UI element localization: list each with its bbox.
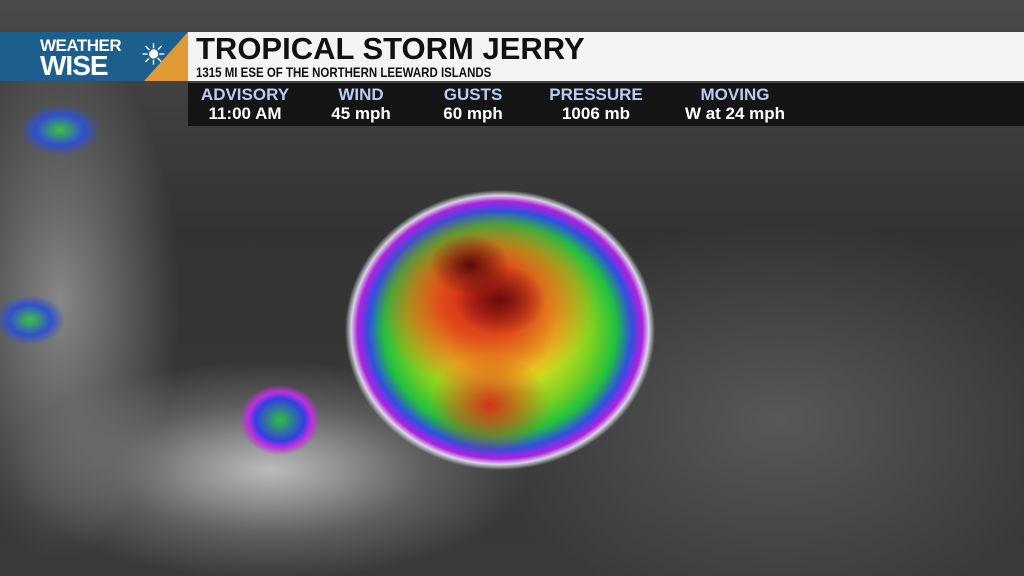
stat-value: W at 24 mph <box>684 104 786 123</box>
stats-bar: ADVISORY 11:00 AM WIND 45 mph GUSTS 60 m… <box>188 83 1024 126</box>
stat-label: MOVING <box>700 85 770 104</box>
stat-value: 11:00 AM <box>208 104 282 123</box>
storm-location: 1315 MI ESE OF THE NORTHERN LEEWARD ISLA… <box>196 64 492 80</box>
sun-cloud-lightning-icon: ☀ <box>140 39 167 72</box>
stat-value: 60 mph <box>443 104 503 123</box>
stat-label: WIND <box>338 85 384 104</box>
stat-label: ADVISORY <box>200 85 290 104</box>
stat-label: GUSTS <box>443 85 503 104</box>
stat-label: PRESSURE <box>549 85 643 104</box>
stat-advisory: ADVISORY 11:00 AM <box>201 85 289 124</box>
stat-value: 45 mph <box>331 104 391 123</box>
storm-title: TROPICAL STORM JERRY <box>196 31 585 66</box>
stat-value: 1006 mb <box>561 104 631 123</box>
logo-text-weather: WEATHER <box>40 36 122 55</box>
stat-gusts: GUSTS 60 mph <box>443 85 503 124</box>
logo-text-wise: WISE <box>40 50 109 81</box>
stat-pressure: PRESSURE 1006 mb <box>549 85 643 124</box>
weather-wise-logo: WEATHER WISE ☀ <box>0 32 188 81</box>
title-bar: TROPICAL STORM JERRY 1315 MI ESE OF THE … <box>188 32 1024 81</box>
stat-moving: MOVING W at 24 mph <box>685 85 785 124</box>
stat-wind: WIND 45 mph <box>331 85 391 124</box>
